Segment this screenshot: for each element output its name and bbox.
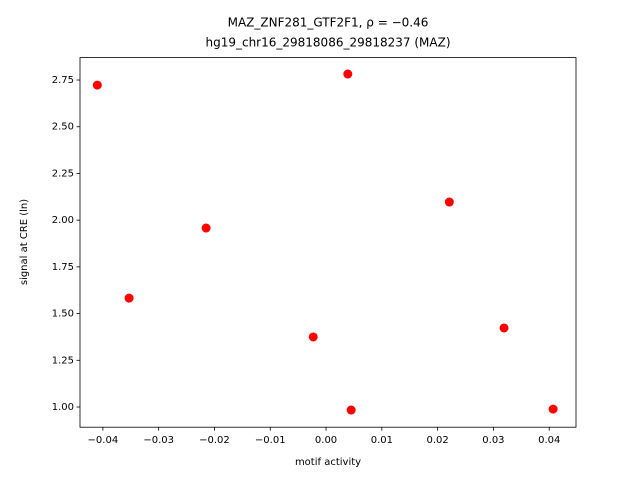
x-tick-label: 0.02 (427, 435, 449, 446)
point (124, 293, 134, 303)
x-tick-label: 0.04 (538, 435, 560, 446)
y-tick-label: 2.50 (52, 122, 74, 133)
plot-frame (79, 57, 577, 428)
chart-title: MAZ_ZNF281_GTF2F1, ρ = −0.46 (228, 16, 429, 30)
chart-subtitle: hg19_chr16_29818086_29818237 (MAZ) (205, 36, 450, 50)
x-tick-label: 0.01 (371, 435, 393, 446)
point (346, 405, 356, 415)
x-tick-label: −0.03 (143, 435, 174, 446)
y-tick-label: 1.50 (52, 309, 74, 320)
point (343, 69, 353, 79)
point (308, 332, 318, 342)
y-tick-label: 2.25 (52, 168, 74, 179)
point (499, 323, 509, 333)
x-tick-label: −0.02 (199, 435, 230, 446)
point (548, 404, 558, 414)
y-tick-label: 1.00 (52, 402, 74, 413)
x-axis-label: motif activity (295, 457, 361, 468)
y-tick-label: 2.75 (52, 75, 74, 86)
y-tick-label: 1.25 (52, 355, 74, 366)
point (444, 197, 454, 207)
x-tick-label: −0.01 (255, 435, 286, 446)
point (201, 223, 211, 233)
point (92, 80, 102, 90)
y-axis-label: signal at CRE (ln) (19, 199, 30, 285)
x-tick-label: −0.04 (88, 435, 119, 446)
y-tick-label: 2.00 (52, 215, 74, 226)
y-tick-label: 1.75 (52, 262, 74, 273)
x-tick-label: 0.03 (482, 435, 504, 446)
x-tick-label: 0.00 (315, 435, 337, 446)
